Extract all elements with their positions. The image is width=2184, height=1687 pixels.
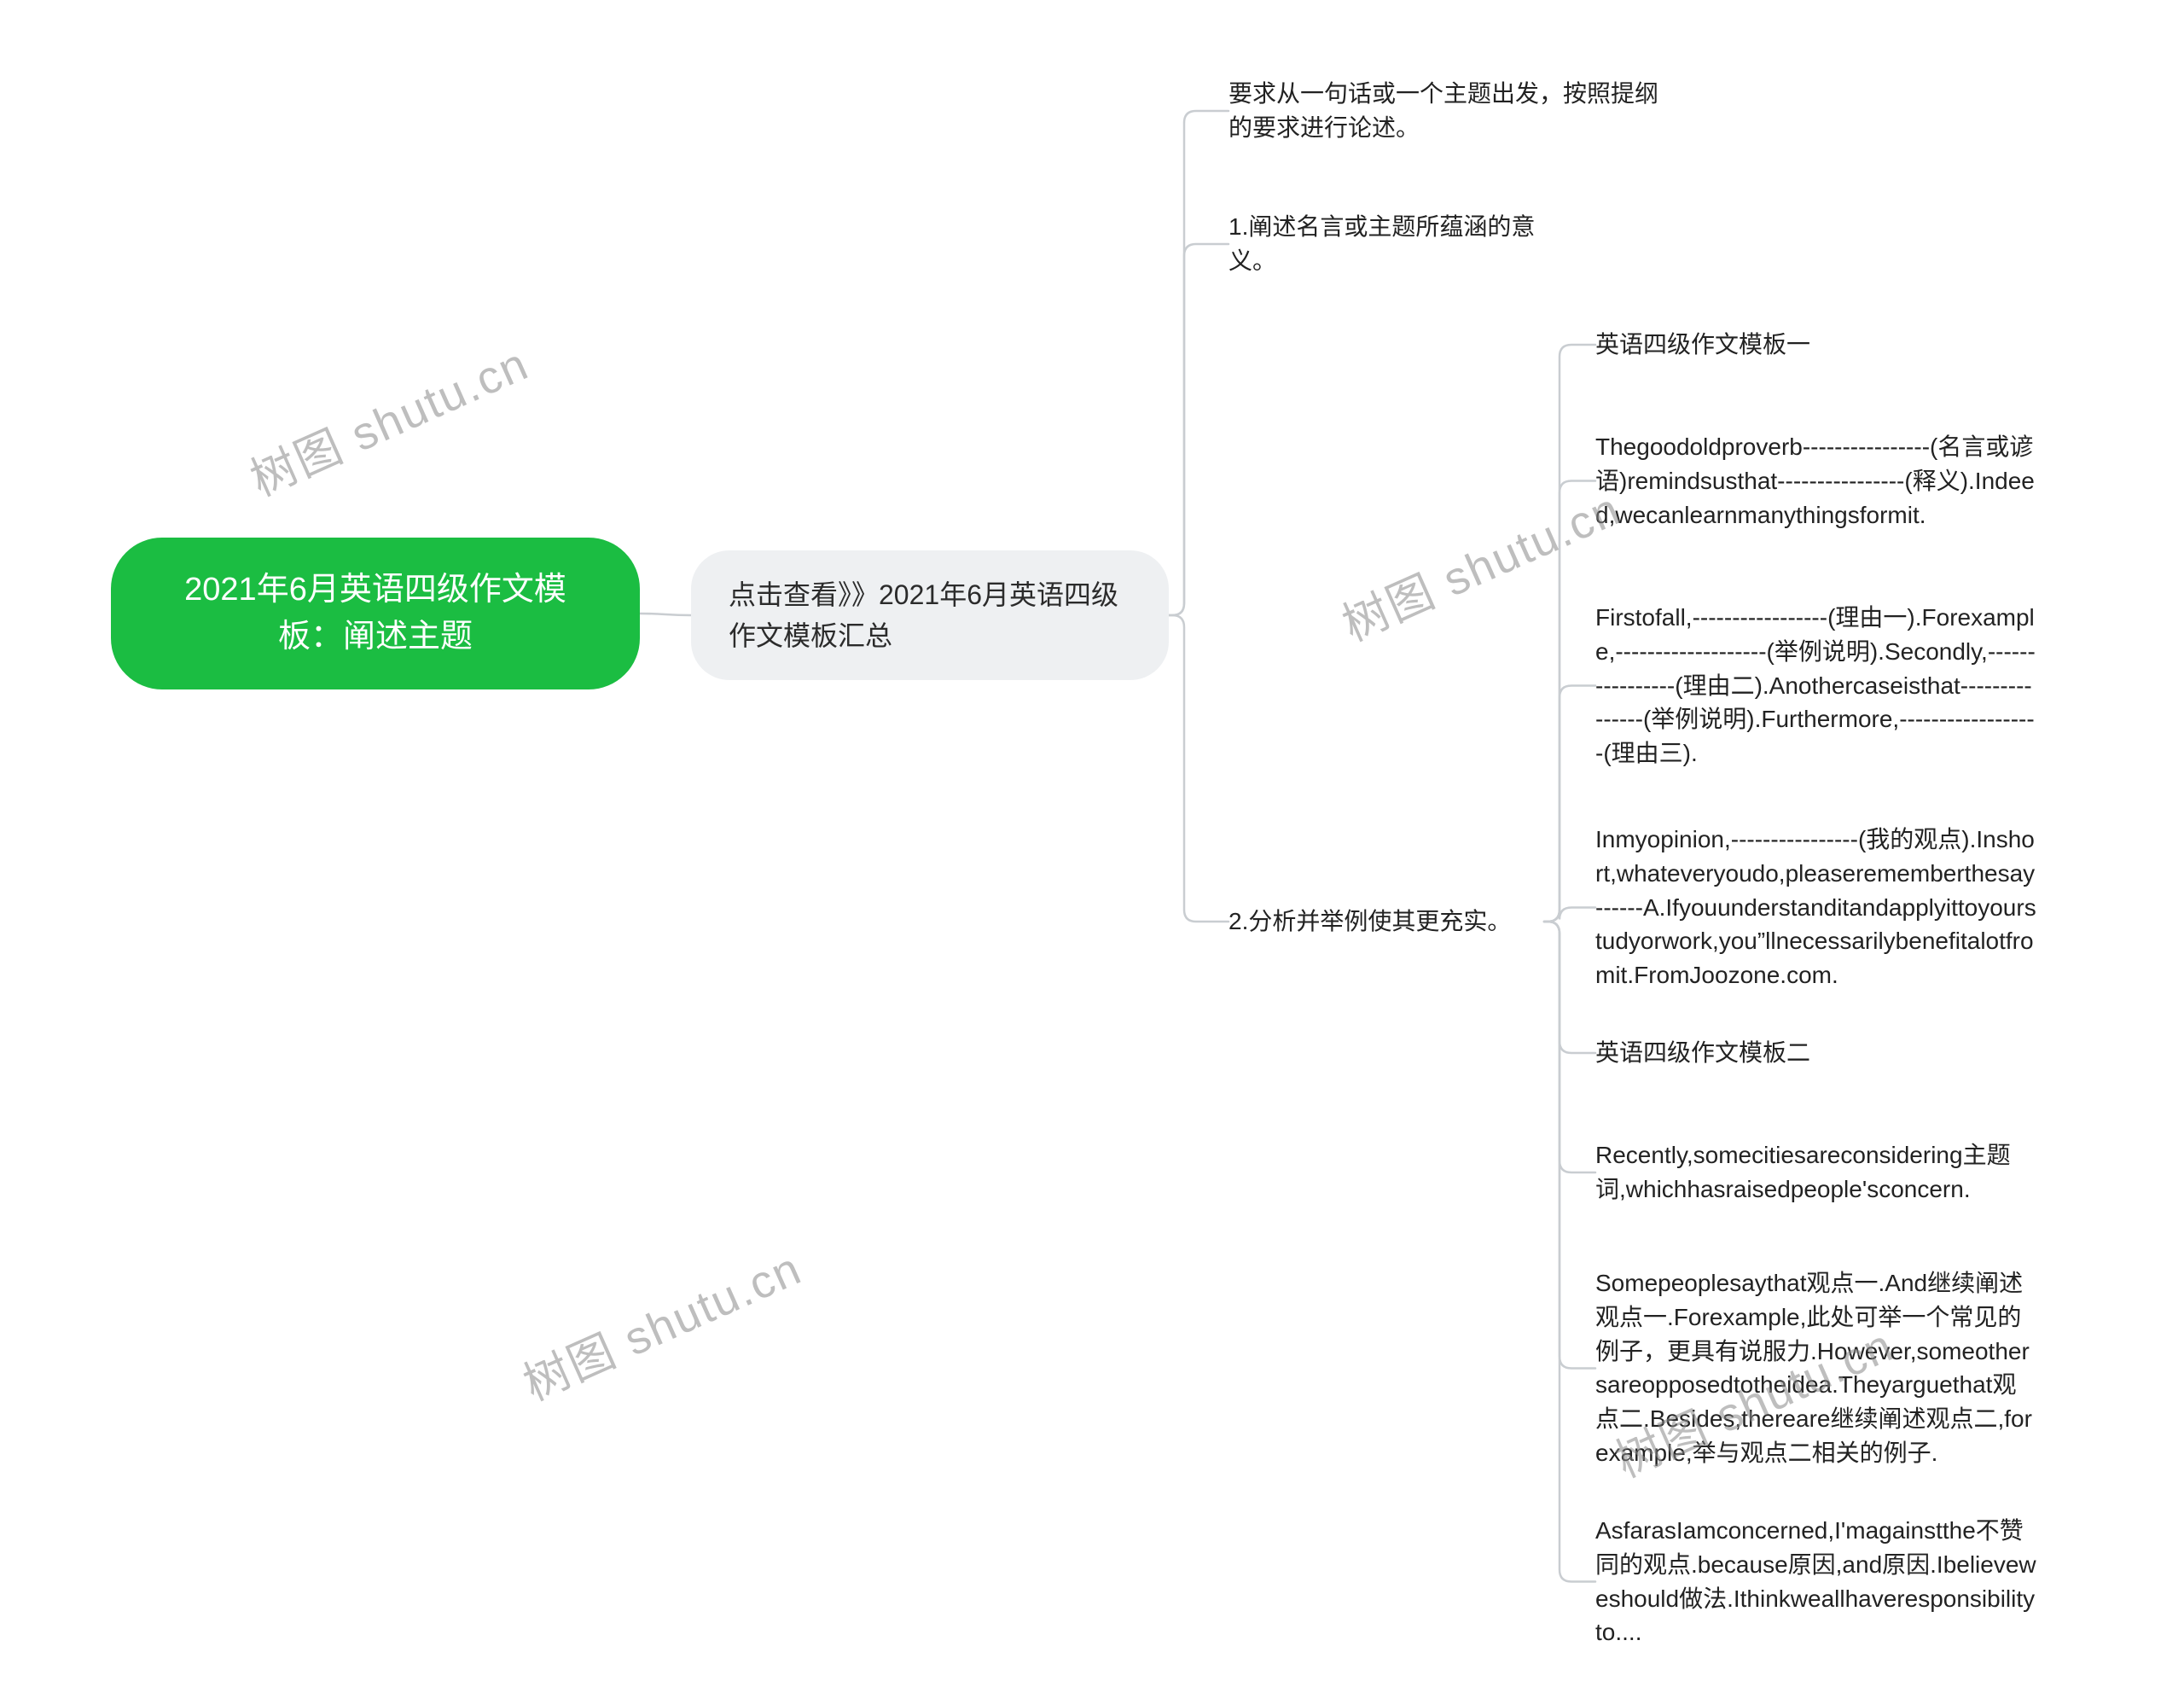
watermark: 树图 shutu.cn <box>238 326 537 509</box>
leaf-template-1-para-1[interactable]: Thegoodoldproverb----------------(名言或谚语)… <box>1595 427 2039 535</box>
branch-point-2[interactable]: 2.分析并举例使其更充实。 <box>1228 905 1544 939</box>
leaf-template-1-para-3[interactable]: Inmyopinion,----------------(我的观点).Insho… <box>1595 819 2039 996</box>
branch-point-1[interactable]: 1.阐述名言或主题所蕴涵的意义。 <box>1228 210 1544 278</box>
leaf-template-2-para-3[interactable]: AsfarasIamconcerned,I'magainstthe不赞同的观点.… <box>1595 1510 2039 1653</box>
root-node[interactable]: 2021年6月英语四级作文模板：阐述主题 <box>111 538 640 689</box>
leaf-template-1-para-2[interactable]: Firstofall,-----------------(理由一).Forexa… <box>1595 597 2039 774</box>
leaf-template-2-para-1[interactable]: Recently,somecitiesareconsidering主题词,whi… <box>1595 1135 2039 1210</box>
watermark: 树图 shutu.cn <box>511 1230 810 1413</box>
leaf-template-2-title[interactable]: 英语四级作文模板二 <box>1595 1033 2039 1073</box>
branch-requirement[interactable]: 要求从一句话或一个主题出发，按照提纲的要求进行论述。 <box>1228 77 1672 145</box>
watermark: 树图 shutu.cn <box>1330 471 1629 654</box>
leaf-template-2-para-2[interactable]: Somepeoplesaythat观点一.And继续阐述观点一.Forexamp… <box>1595 1263 2039 1474</box>
leaf-template-1-title[interactable]: 英语四级作文模板一 <box>1595 324 2039 365</box>
level1-node[interactable]: 点击查看》》2021年6月英语四级作文模板汇总 <box>691 550 1169 680</box>
